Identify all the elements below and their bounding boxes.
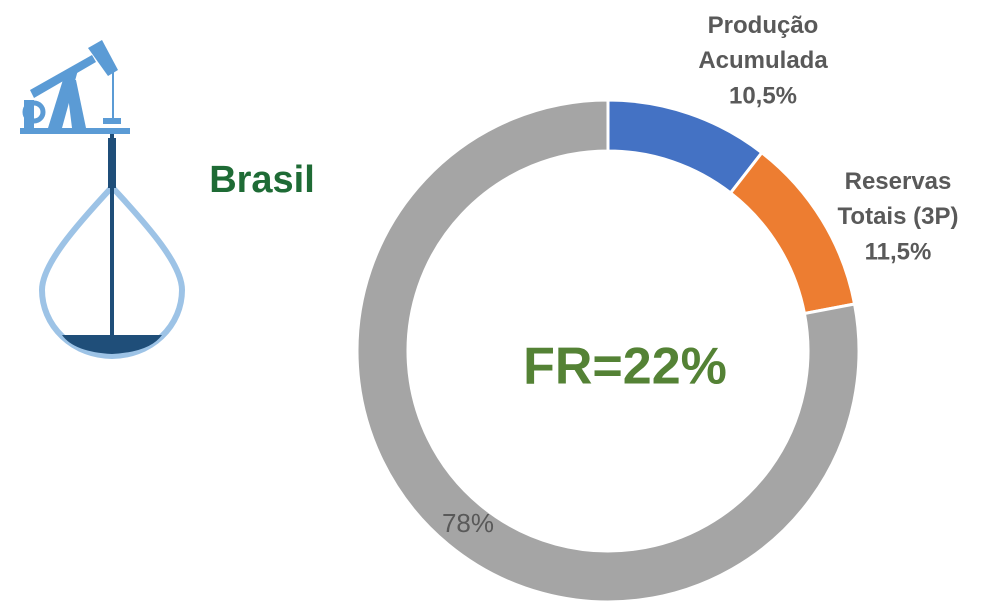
value-label: 78%	[442, 508, 494, 538]
value-label: 11,5%	[865, 238, 932, 265]
slice	[355, 98, 861, 601]
annotation: Brasil	[209, 159, 315, 201]
category-label: Produção Acumulada	[698, 12, 828, 74]
value-label: 10,5%	[729, 82, 797, 109]
slice	[606, 98, 764, 196]
slice	[728, 150, 857, 316]
center-label: FR=22%	[523, 338, 727, 396]
oil-well-icon	[20, 40, 186, 359]
category-label: Reservas Totais (3P)	[838, 168, 959, 230]
